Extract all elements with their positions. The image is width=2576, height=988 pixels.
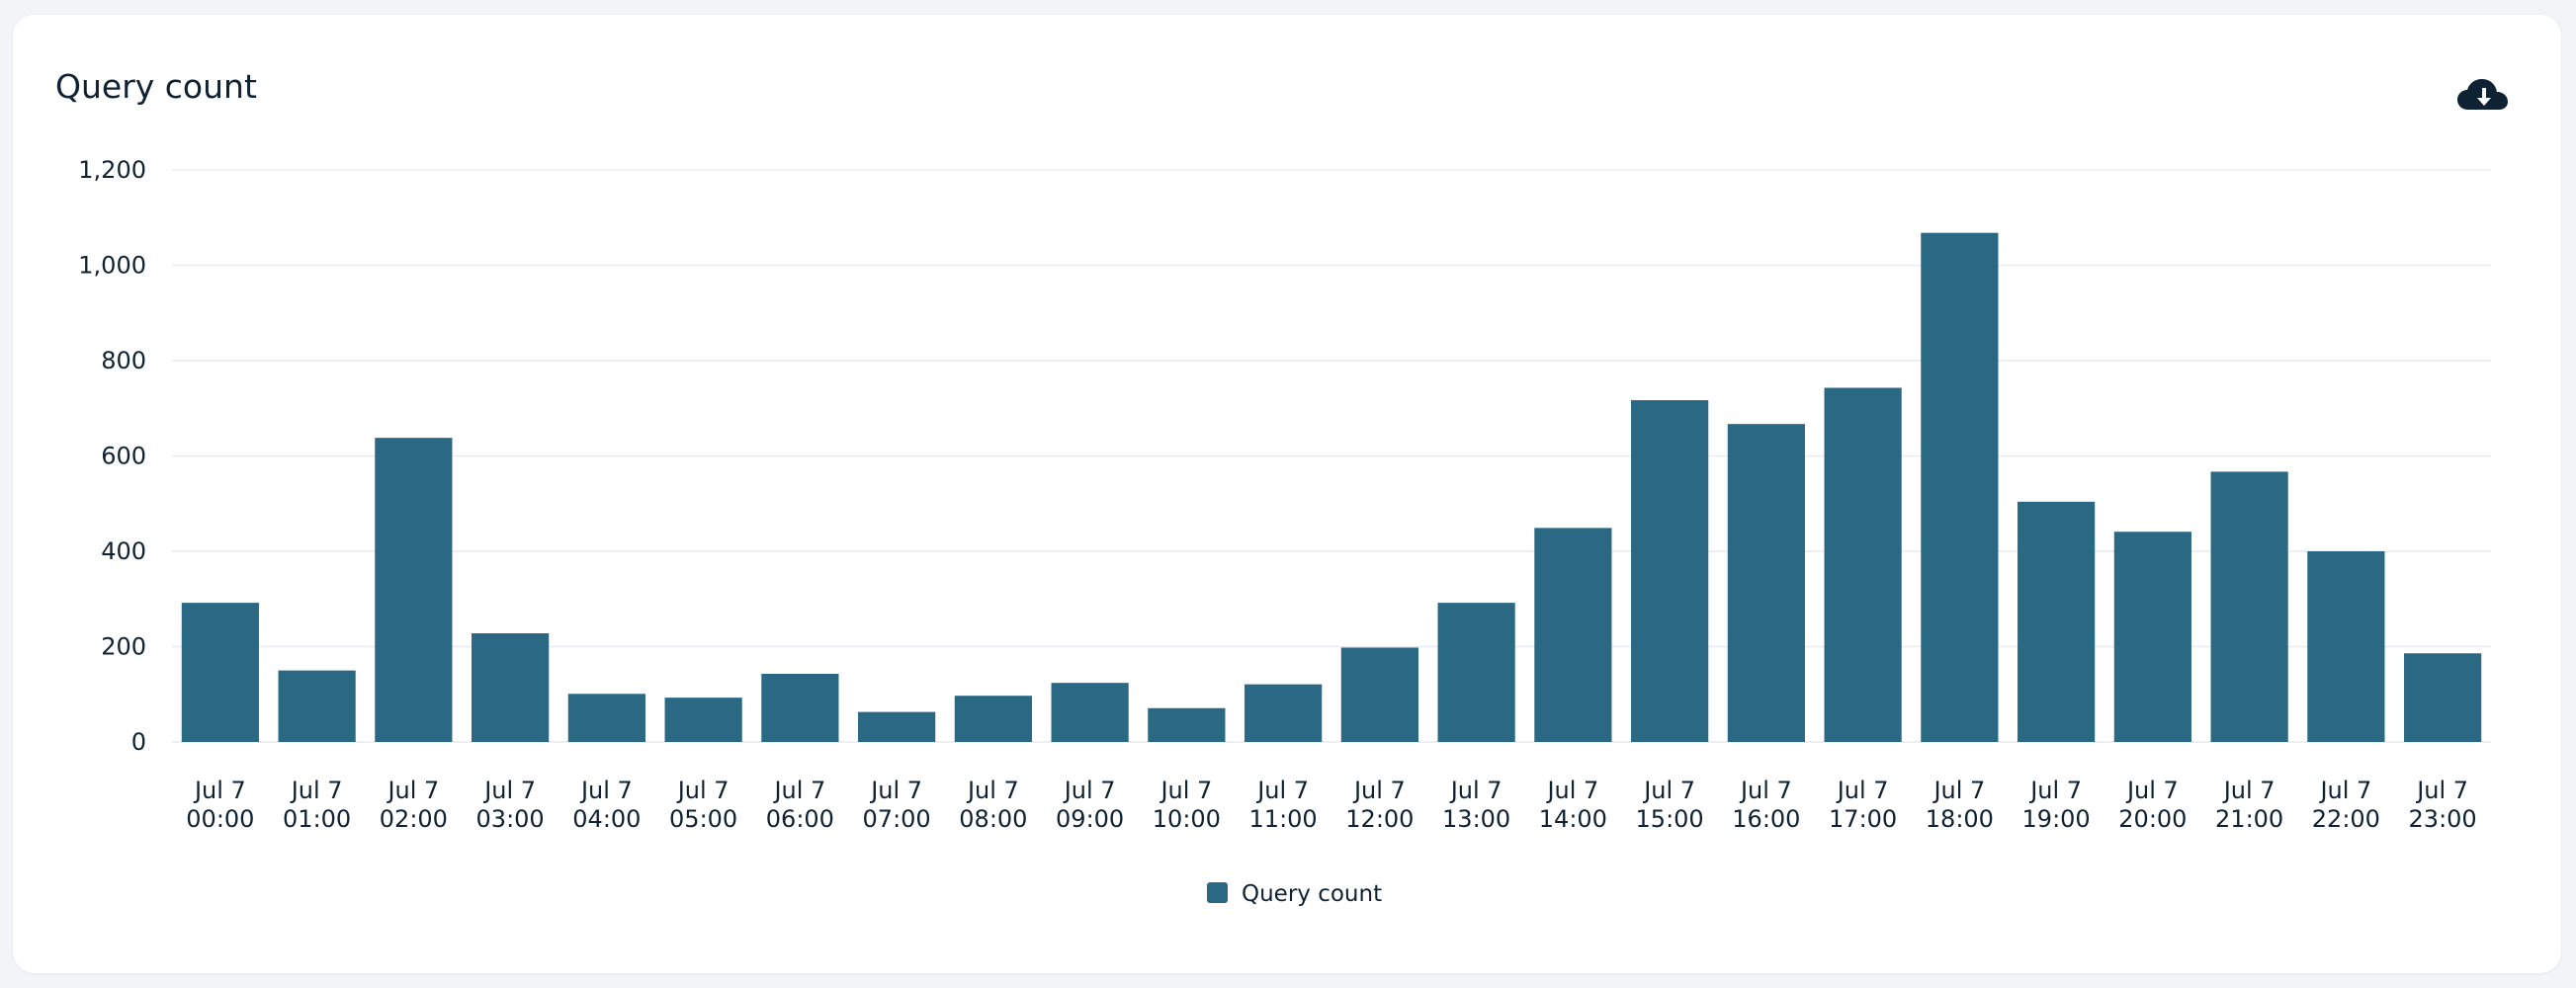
x-tick-label: Jul 7 (772, 777, 825, 804)
x-tick-label: Jul 7 (579, 777, 633, 804)
x-tick-label: 20:00 (2118, 805, 2187, 833)
bar[interactable] (181, 603, 259, 742)
y-tick-label: 1,200 (78, 156, 146, 184)
y-axis-ticks: 0 200 400 600 800 1,000 1,200 (78, 156, 146, 756)
x-tick-label: Jul 7 (290, 777, 343, 804)
x-tick-label: Jul 7 (1642, 777, 1695, 804)
bar[interactable] (664, 698, 742, 742)
bar[interactable] (278, 670, 356, 742)
bar[interactable] (1245, 684, 1323, 742)
bar[interactable] (472, 632, 550, 742)
y-tick-label: 0 (131, 728, 146, 756)
bar[interactable] (1631, 400, 1709, 742)
bar[interactable] (1534, 528, 1612, 742)
x-tick-label: Jul 7 (2125, 777, 2179, 804)
y-tick-label: 600 (101, 443, 146, 470)
legend-label[interactable]: Query count (1242, 881, 1382, 907)
x-tick-label: 19:00 (2022, 805, 2091, 833)
card-title: Query count (55, 67, 257, 106)
x-tick-label: Jul 7 (1063, 777, 1116, 804)
x-tick-label: Jul 7 (2028, 777, 2082, 804)
x-tick-label: Jul 7 (482, 777, 536, 804)
x-tick-label: Jul 7 (1159, 777, 1212, 804)
bar[interactable] (761, 674, 839, 742)
bar[interactable] (1340, 647, 1418, 742)
x-tick-label: 06:00 (766, 805, 834, 833)
x-tick-label: Jul 7 (1255, 777, 1309, 804)
x-tick-label: Jul 7 (676, 777, 730, 804)
x-tick-label: 23:00 (2409, 805, 2477, 833)
bar[interactable] (858, 711, 936, 742)
y-tick-label: 1,000 (78, 252, 146, 280)
x-tick-label: Jul 7 (2415, 777, 2468, 804)
x-tick-label: 04:00 (572, 805, 641, 833)
bar[interactable] (1727, 424, 1805, 742)
x-tick-label: 14:00 (1539, 805, 1607, 833)
x-tick-label: 15:00 (1636, 805, 1704, 833)
cloud-download-icon (2457, 79, 2508, 110)
bar[interactable] (2210, 471, 2288, 742)
bar[interactable] (1824, 387, 1902, 742)
grid-lines (172, 169, 2491, 743)
x-tick-label: 07:00 (863, 805, 931, 833)
x-tick-label: Jul 7 (869, 777, 922, 804)
x-tick-label: 08:00 (959, 805, 1027, 833)
bar[interactable] (1921, 232, 1999, 742)
x-tick-label: 18:00 (1926, 805, 1994, 833)
bar[interactable] (2307, 551, 2385, 742)
y-tick-label: 800 (101, 347, 146, 374)
x-tick-label: 10:00 (1153, 805, 1221, 833)
x-tick-label: Jul 7 (1932, 777, 1985, 804)
x-tick-label: 11:00 (1249, 805, 1318, 833)
query-count-card: Query count 0 200 400 600 800 1,000 1,200 Jul … (13, 15, 2561, 973)
x-tick-label: 13:00 (1442, 805, 1510, 833)
bar[interactable] (375, 438, 453, 742)
x-tick-label: 17:00 (1829, 805, 1897, 833)
x-tick-label: 16:00 (1732, 805, 1800, 833)
legend[interactable]: Query count (1207, 881, 1382, 907)
x-tick-label: Jul 7 (1449, 777, 1503, 804)
y-tick-label: 400 (101, 537, 146, 565)
x-tick-label: 05:00 (669, 805, 737, 833)
bars (181, 232, 2482, 742)
x-tick-label: 02:00 (380, 805, 448, 833)
x-tick-label: Jul 7 (2318, 777, 2371, 804)
bar[interactable] (567, 694, 645, 742)
x-tick-label: Jul 7 (386, 777, 439, 804)
x-tick-label: 12:00 (1345, 805, 1414, 833)
bar[interactable] (1148, 707, 1226, 742)
x-tick-label: 01:00 (283, 805, 351, 833)
bar[interactable] (2113, 532, 2191, 742)
x-tick-label: Jul 7 (1836, 777, 1889, 804)
legend-swatch[interactable] (1207, 882, 1228, 903)
y-tick-label: 200 (101, 633, 146, 661)
x-tick-label: Jul 7 (1352, 777, 1406, 804)
x-tick-label: Jul 7 (1545, 777, 1598, 804)
x-tick-label: 21:00 (2215, 805, 2283, 833)
bar[interactable] (1437, 603, 1515, 742)
x-tick-label: 00:00 (186, 805, 254, 833)
x-tick-label: 22:00 (2312, 805, 2380, 833)
x-tick-label: 09:00 (1056, 805, 1124, 833)
x-tick-label: Jul 7 (1739, 777, 1792, 804)
bar[interactable] (1051, 683, 1129, 742)
bar[interactable] (2404, 653, 2482, 742)
x-tick-label: Jul 7 (966, 777, 1019, 804)
bar[interactable] (954, 696, 1032, 742)
x-tick-label: Jul 7 (2222, 777, 2275, 804)
x-tick-label: Jul 7 (193, 777, 246, 804)
x-tick-label: 03:00 (476, 805, 545, 833)
download-button[interactable] (2454, 74, 2514, 124)
bar[interactable] (2018, 501, 2096, 742)
